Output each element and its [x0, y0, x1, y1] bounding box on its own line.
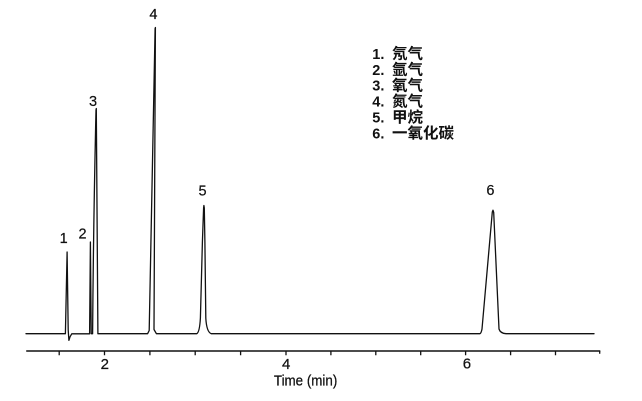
svg-text:2: 2: [78, 226, 86, 242]
svg-text:3: 3: [89, 94, 97, 110]
svg-text:6: 6: [463, 356, 471, 373]
svg-text:4.: 4.: [372, 95, 384, 111]
svg-text:6.: 6.: [372, 126, 384, 142]
svg-text:1.: 1.: [372, 47, 384, 63]
svg-text:5.: 5.: [372, 111, 384, 127]
svg-text:1: 1: [60, 231, 68, 247]
svg-text:5: 5: [199, 184, 207, 200]
svg-text:6: 6: [486, 183, 494, 199]
svg-text:Time (min): Time (min): [274, 374, 337, 390]
svg-text:2.: 2.: [372, 63, 384, 79]
svg-text:4: 4: [282, 356, 290, 373]
svg-text:3.: 3.: [372, 79, 384, 95]
svg-text:4: 4: [149, 7, 157, 23]
svg-text:2: 2: [101, 356, 109, 373]
